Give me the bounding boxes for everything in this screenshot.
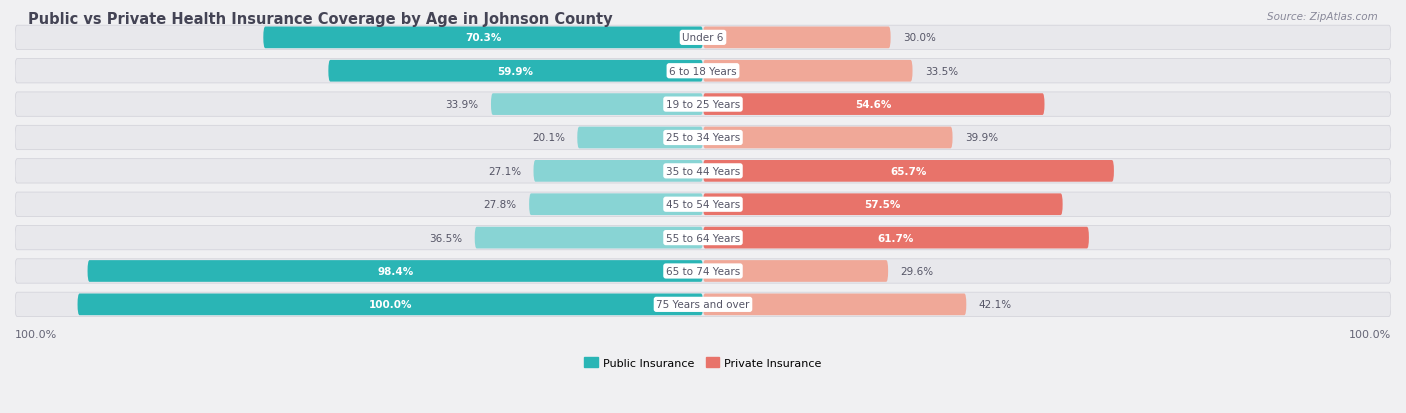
Text: 33.9%: 33.9%	[446, 100, 478, 110]
FancyBboxPatch shape	[703, 94, 1045, 116]
FancyBboxPatch shape	[529, 194, 703, 216]
Text: 59.9%: 59.9%	[498, 66, 534, 76]
Text: 29.6%: 29.6%	[901, 266, 934, 276]
Text: 45 to 54 Years: 45 to 54 Years	[666, 200, 740, 210]
Text: Under 6: Under 6	[682, 33, 724, 43]
FancyBboxPatch shape	[87, 261, 703, 282]
Text: 75 Years and over: 75 Years and over	[657, 299, 749, 310]
Text: 33.5%: 33.5%	[925, 66, 957, 76]
FancyBboxPatch shape	[15, 159, 1391, 184]
FancyBboxPatch shape	[578, 127, 703, 149]
FancyBboxPatch shape	[703, 161, 1114, 182]
FancyBboxPatch shape	[15, 59, 1391, 84]
FancyBboxPatch shape	[15, 226, 1391, 250]
Text: 35 to 44 Years: 35 to 44 Years	[666, 166, 740, 176]
Text: 27.1%: 27.1%	[488, 166, 522, 176]
Text: 39.9%: 39.9%	[965, 133, 998, 143]
FancyBboxPatch shape	[77, 294, 703, 316]
FancyBboxPatch shape	[703, 261, 889, 282]
Text: 61.7%: 61.7%	[877, 233, 914, 243]
Text: 36.5%: 36.5%	[429, 233, 463, 243]
Text: 57.5%: 57.5%	[865, 200, 901, 210]
Text: 54.6%: 54.6%	[856, 100, 891, 110]
Text: 55 to 64 Years: 55 to 64 Years	[666, 233, 740, 243]
Text: 42.1%: 42.1%	[979, 299, 1012, 310]
FancyBboxPatch shape	[15, 26, 1391, 50]
Text: Source: ZipAtlas.com: Source: ZipAtlas.com	[1267, 12, 1378, 22]
FancyBboxPatch shape	[15, 192, 1391, 217]
FancyBboxPatch shape	[703, 227, 1088, 249]
FancyBboxPatch shape	[533, 161, 703, 182]
FancyBboxPatch shape	[703, 61, 912, 82]
FancyBboxPatch shape	[15, 292, 1391, 317]
FancyBboxPatch shape	[263, 27, 703, 49]
Text: 19 to 25 Years: 19 to 25 Years	[666, 100, 740, 110]
FancyBboxPatch shape	[15, 259, 1391, 283]
Text: 100.0%: 100.0%	[1348, 330, 1391, 339]
Text: 6 to 18 Years: 6 to 18 Years	[669, 66, 737, 76]
FancyBboxPatch shape	[15, 93, 1391, 117]
Text: 65.7%: 65.7%	[890, 166, 927, 176]
Text: 100.0%: 100.0%	[15, 330, 58, 339]
FancyBboxPatch shape	[15, 126, 1391, 150]
FancyBboxPatch shape	[491, 94, 703, 116]
Text: Public vs Private Health Insurance Coverage by Age in Johnson County: Public vs Private Health Insurance Cover…	[28, 12, 613, 27]
Text: 100.0%: 100.0%	[368, 299, 412, 310]
Text: 25 to 34 Years: 25 to 34 Years	[666, 133, 740, 143]
Text: 30.0%: 30.0%	[903, 33, 936, 43]
FancyBboxPatch shape	[475, 227, 703, 249]
FancyBboxPatch shape	[703, 27, 890, 49]
FancyBboxPatch shape	[703, 194, 1063, 216]
Text: 65 to 74 Years: 65 to 74 Years	[666, 266, 740, 276]
Text: 20.1%: 20.1%	[531, 133, 565, 143]
Text: 70.3%: 70.3%	[465, 33, 502, 43]
Text: 27.8%: 27.8%	[484, 200, 516, 210]
FancyBboxPatch shape	[329, 61, 703, 82]
FancyBboxPatch shape	[703, 127, 952, 149]
FancyBboxPatch shape	[703, 294, 966, 316]
Text: 98.4%: 98.4%	[377, 266, 413, 276]
Legend: Public Insurance, Private Insurance: Public Insurance, Private Insurance	[579, 353, 827, 373]
